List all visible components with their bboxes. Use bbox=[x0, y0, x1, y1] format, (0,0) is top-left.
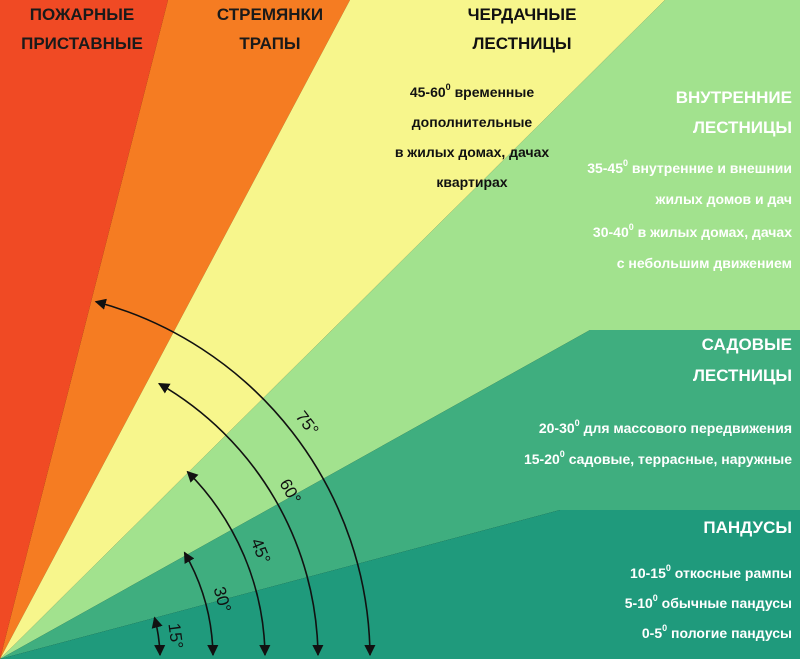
line-text: внутренние и внешнии bbox=[628, 160, 792, 176]
zone-title: ТРАПЫ bbox=[239, 34, 300, 53]
zone-line: 10-150 откосные рампы bbox=[630, 563, 792, 581]
zone-line: дополнительные bbox=[412, 114, 533, 130]
range: 45-60 bbox=[410, 84, 446, 100]
zone-line: жилых домов и дач bbox=[655, 191, 792, 207]
degree-sup: 0 bbox=[560, 449, 565, 459]
range: 0-5 bbox=[642, 625, 662, 641]
zone-title: ПРИСТАВНЫЕ bbox=[21, 34, 143, 53]
zone-line: 5-100 обычные пандусы bbox=[625, 593, 792, 611]
degree-sup: 0 bbox=[653, 593, 658, 603]
range: 5-10 bbox=[625, 595, 653, 611]
zone-title: ПАНДУСЫ bbox=[703, 518, 792, 537]
line-text: пологие пандусы bbox=[667, 625, 792, 641]
texts: ПОЖАРНЫЕ ПРИСТАВНЫЕ СТРЕМЯНКИ ТРАПЫ ЧЕРДАЧНЫ… bbox=[21, 5, 792, 641]
zone-title: ЧЕРДАЧНЫЕ bbox=[468, 5, 577, 24]
degree-sup: 0 bbox=[629, 222, 634, 232]
line-text: откосные рампы bbox=[671, 565, 792, 581]
zone-title: ЛЕСТНИЦЫ bbox=[472, 34, 571, 53]
zone-title: ЛЕСТНИЦЫ bbox=[693, 366, 792, 385]
angle-label: 15° bbox=[164, 622, 186, 650]
zone-line: с небольшим движением bbox=[617, 255, 792, 271]
zone-line: в жилых домах, дачах bbox=[395, 144, 550, 160]
degree-sup: 0 bbox=[575, 418, 580, 428]
zone-title: ВНУТРЕННИЕ bbox=[676, 88, 792, 107]
degree-sup: 0 bbox=[446, 82, 451, 92]
zone-line: 20-300 для массового передвижения bbox=[539, 418, 792, 436]
line-text: временные bbox=[451, 84, 535, 100]
line-text: дополнительные bbox=[412, 114, 533, 130]
line-text: обычные пандусы bbox=[658, 595, 792, 611]
range: 30-40 bbox=[593, 224, 629, 240]
range: 10-15 bbox=[630, 565, 666, 581]
zone-line: 35-450 внутренние и внешнии bbox=[587, 158, 792, 176]
angle-arc bbox=[94, 298, 376, 657]
line-text: в жилых домах, дачах bbox=[395, 144, 550, 160]
degree-sup: 0 bbox=[623, 158, 628, 168]
degree-sup: 0 bbox=[666, 563, 671, 573]
degree-sup: 0 bbox=[662, 623, 667, 633]
line-text: с небольшим движением bbox=[617, 255, 792, 271]
zone-title: САДОВЫЕ bbox=[702, 335, 792, 354]
zone-title: ЛЕСТНИЦЫ bbox=[693, 118, 792, 137]
line-text: для массового передвижения bbox=[580, 420, 792, 436]
zone-line: 0-50 пологие пандусы bbox=[642, 623, 792, 641]
range: 15-20 bbox=[524, 451, 560, 467]
line-text: квартирах bbox=[436, 174, 507, 190]
zone-line: квартирах bbox=[436, 174, 507, 190]
zone-title: СТРЕМЯНКИ bbox=[217, 5, 323, 24]
zone-line: 30-400 в жилых домах, дачах bbox=[593, 222, 792, 240]
zone-line: 15-200 садовые, террасные, наружные bbox=[524, 449, 792, 467]
line-text: садовые, террасные, наружные bbox=[565, 451, 792, 467]
zone-line: 45-600 временные bbox=[410, 82, 534, 100]
zone-title: ПОЖАРНЫЕ bbox=[30, 5, 134, 24]
range: 35-45 bbox=[587, 160, 623, 176]
line-text: жилых домов и дач bbox=[655, 191, 792, 207]
range: 20-30 bbox=[539, 420, 575, 436]
line-text: в жилых домах, дачах bbox=[634, 224, 792, 240]
